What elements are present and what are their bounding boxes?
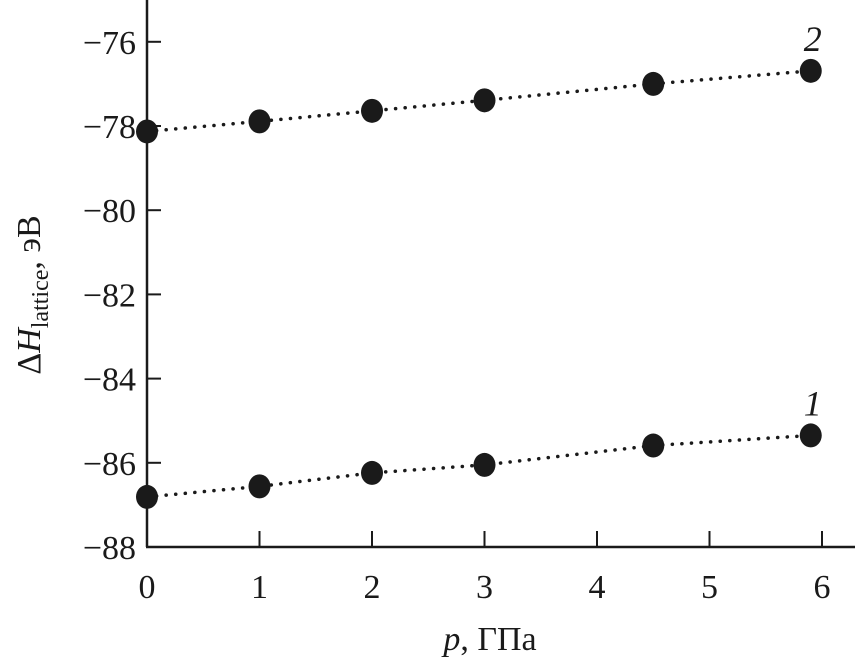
data-point (473, 452, 496, 477)
series-label: 2 (804, 19, 822, 59)
series-1: 1 (136, 383, 822, 509)
data-point (136, 119, 158, 144)
y-tick-label: −80 (83, 193, 136, 230)
axes: 0 1 2 3 4 5 6−88−86−84−82−80−78−76 (83, 0, 855, 606)
y-tick-label: −88 (83, 530, 136, 567)
data-point (799, 423, 822, 448)
data-point (799, 58, 822, 83)
y-axis-label: ΔHlattice, эВ (11, 215, 54, 374)
x-tick-label: 4 (589, 569, 606, 606)
data-point (361, 98, 383, 123)
y-tick-label: −82 (83, 277, 136, 314)
x-tick-label: 2 (364, 569, 381, 606)
x-tick-label: 3 (476, 569, 493, 606)
x-tick-label: 6 (814, 569, 831, 606)
y-tick-label: −76 (83, 25, 136, 62)
x-tick-label: 5 (701, 569, 718, 606)
series-2: 2 (136, 19, 822, 144)
y-tick-label: −84 (83, 362, 136, 399)
data-point (473, 88, 496, 113)
data-point (642, 71, 665, 96)
data-point (361, 460, 383, 485)
data-point (136, 484, 158, 509)
data-point (248, 109, 271, 134)
y-tick-label: −78 (83, 109, 136, 146)
data-point (642, 433, 665, 458)
x-axis-label: p, ГПа (441, 621, 536, 658)
marks: 12 (136, 19, 822, 509)
data-point (248, 474, 271, 499)
x-tick-label: 1 (251, 569, 268, 606)
x-tick-label: 0 (139, 569, 156, 606)
y-tick-label: −86 (83, 446, 136, 483)
series-label: 1 (804, 383, 822, 423)
